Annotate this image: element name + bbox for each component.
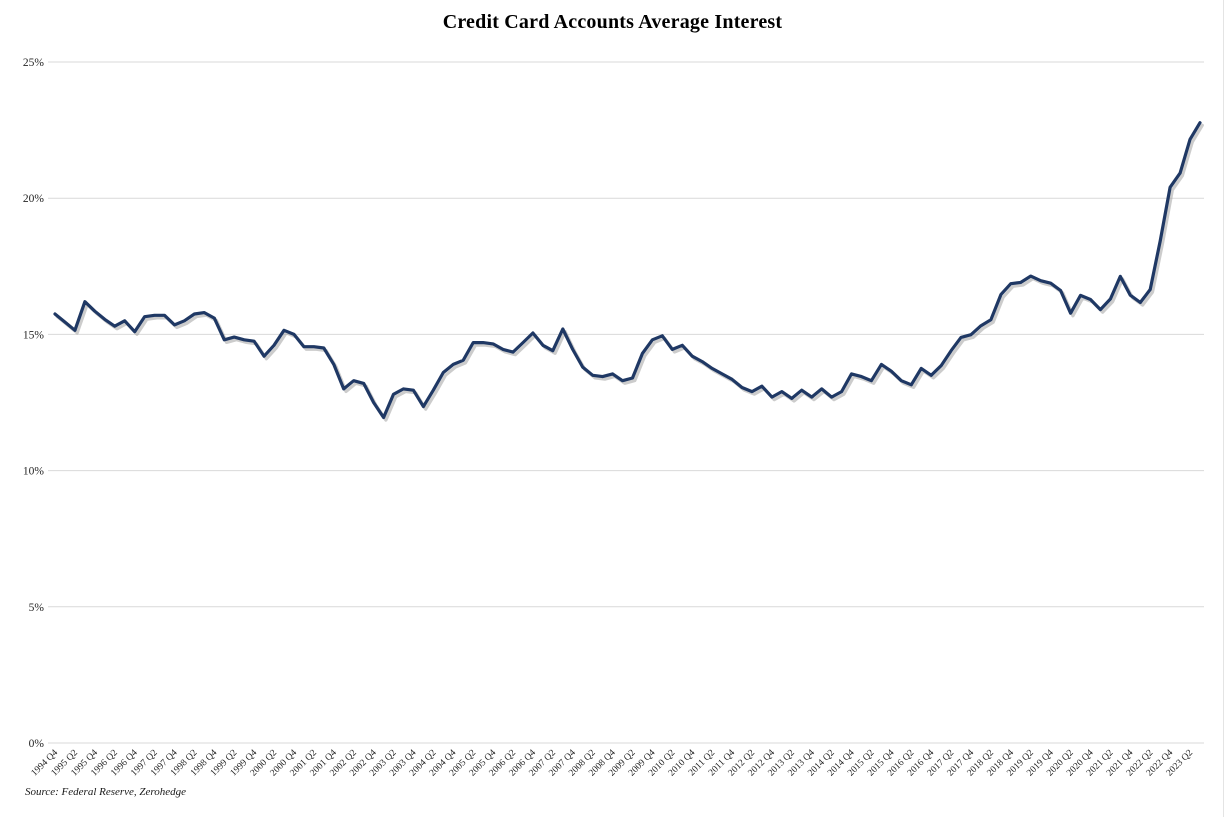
y-axis-tick-label: 0%: [29, 738, 45, 750]
y-axis-tick-label: 10%: [23, 466, 45, 478]
y-axis-tick-label: 20%: [23, 193, 45, 205]
chart-right-border: [1223, 0, 1224, 817]
y-axis-tick-label: 15%: [23, 329, 45, 341]
interest-rate-line-shadow: [55, 123, 1204, 422]
y-axis-tick-label: 5%: [29, 602, 45, 614]
chart-title: Credit Card Accounts Average Interest: [442, 11, 783, 33]
source-note: Source: Federal Reserve, Zerohedge: [25, 786, 187, 798]
y-axis-tick-label: 25%: [23, 57, 45, 69]
interest-rate-line: [53, 121, 1202, 420]
